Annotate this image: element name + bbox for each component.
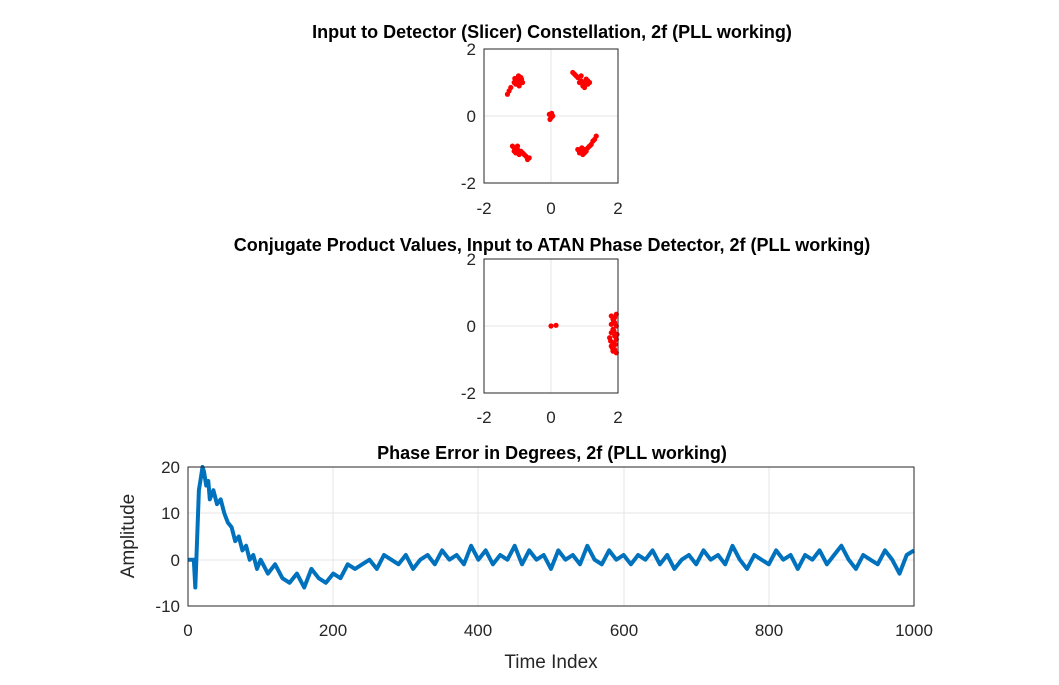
- chart-1-ytick-2: 2: [467, 40, 476, 59]
- chart-2-point: [548, 323, 554, 329]
- chart-conjugate-product: Conjugate Product Values, Input to ATAN …: [234, 235, 870, 427]
- chart-1-points: [504, 69, 599, 163]
- chart-1-point: [579, 145, 585, 151]
- chart-2-point: [612, 341, 618, 348]
- chart-1-axes-box: [483, 48, 619, 184]
- chart-3-ytick-10: 10: [161, 504, 180, 523]
- chart-3-xlabel: Time Index: [504, 652, 598, 673]
- chart-3-plot-area: [188, 467, 914, 606]
- chart-3-xtick-0: 0: [183, 621, 192, 640]
- chart-3-xtick-1000: 1000: [895, 621, 933, 640]
- chart-1-xtick-0: 0: [546, 199, 555, 218]
- chart-2-axes-box: [483, 258, 619, 394]
- chart-1-point: [581, 150, 588, 156]
- chart-2-ytick-neg2: -2: [461, 384, 476, 403]
- chart-3-axes-box: [187, 466, 915, 607]
- chart-3-ylabel: Amplitude: [118, 494, 139, 579]
- chart-1-point: [581, 84, 588, 91]
- chart-1-point: [549, 110, 555, 116]
- chart-1-x-ticks: -2 0 2: [476, 199, 622, 218]
- chart-phase-error: Phase Error in Degrees, 2f (PLL working)…: [118, 443, 933, 673]
- chart-2-title: Conjugate Product Values, Input to ATAN …: [234, 235, 870, 255]
- chart-2-xtick-2: 2: [613, 408, 622, 427]
- chart-2-y-ticks: 2 0 -2: [461, 250, 476, 403]
- chart-1-y-ticks: 2 0 -2: [461, 40, 476, 193]
- chart-1-point: [514, 143, 521, 149]
- chart-1-point: [524, 156, 531, 163]
- chart-2-ytick-0: 0: [467, 317, 476, 336]
- chart-3-grid: [188, 467, 914, 606]
- chart-3-xtick-800: 800: [755, 621, 783, 640]
- chart-3-xtick-200: 200: [319, 621, 347, 640]
- chart-1-point: [509, 143, 516, 149]
- chart-1-point: [570, 69, 576, 76]
- chart-2-xtick-neg2: -2: [476, 408, 491, 427]
- chart-2-point: [609, 345, 615, 351]
- chart-1-title: Input to Detector (Slicer) Constellation…: [312, 22, 792, 42]
- chart-2-point: [614, 331, 620, 337]
- chart-constellation: Input to Detector (Slicer) Constellation…: [312, 22, 792, 218]
- chart-1-point: [518, 76, 525, 82]
- chart-1-xtick-2: 2: [613, 199, 622, 218]
- chart-3-ytick-0: 0: [171, 551, 180, 570]
- chart-2-point: [611, 318, 617, 324]
- chart-3-x-ticks: 0 200 400 600 800 1000: [183, 621, 933, 640]
- chart-1-point: [511, 148, 517, 154]
- chart-1-ytick-0: 0: [467, 107, 476, 126]
- chart-1-point: [586, 143, 593, 149]
- chart-1-point: [504, 91, 511, 97]
- chart-1-point: [593, 133, 599, 139]
- chart-1-point: [576, 79, 583, 86]
- chart-1-point: [517, 149, 523, 155]
- chart-1-point: [521, 151, 527, 158]
- chart-1-xtick-neg2: -2: [476, 199, 491, 218]
- chart-1-point: [585, 78, 591, 84]
- chart-2-ytick-2: 2: [467, 250, 476, 269]
- chart-2-point: [553, 322, 559, 328]
- chart-2-x-ticks: -2 0 2: [476, 408, 622, 427]
- chart-3-series-line: [188, 465, 916, 590]
- chart-3-ytick-neg10: -10: [155, 597, 180, 616]
- chart-2-xtick-0: 0: [546, 408, 555, 427]
- chart-1-point: [575, 146, 581, 153]
- chart-2-point: [611, 328, 617, 334]
- chart-1-point: [512, 75, 518, 82]
- chart-1-point: [590, 138, 596, 144]
- chart-1-point: [547, 116, 553, 122]
- chart-3-xtick-600: 600: [610, 621, 638, 640]
- chart-3-y-ticks: 20 10 0 -10: [155, 458, 180, 616]
- chart-3-title: Phase Error in Degrees, 2f (PLL working): [377, 443, 727, 463]
- chart-1-ytick-neg2: -2: [461, 174, 476, 193]
- chart-1-point: [573, 73, 579, 79]
- chart-3-ytick-20: 20: [161, 458, 180, 477]
- chart-1-point: [578, 73, 584, 79]
- chart-2-point: [608, 338, 614, 344]
- chart-1-point: [517, 80, 523, 86]
- chart-1-point: [515, 73, 522, 79]
- chart-3-xtick-400: 400: [464, 621, 492, 640]
